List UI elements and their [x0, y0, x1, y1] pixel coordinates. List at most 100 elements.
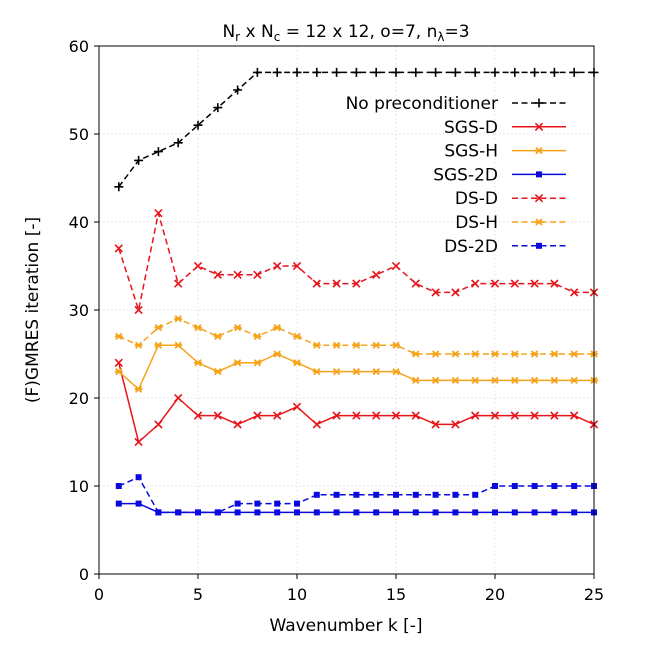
- data-point: [551, 509, 558, 516]
- data-point: [153, 147, 163, 157]
- data-point: [451, 376, 460, 385]
- legend-entry: No preconditioner: [346, 94, 566, 114]
- x-tick-label: 0: [94, 585, 104, 604]
- data-point: [213, 103, 223, 113]
- data-point: [392, 367, 400, 376]
- data-point: [134, 385, 143, 393]
- data-point: [351, 67, 361, 77]
- data-point: [134, 437, 143, 447]
- data-point: [332, 67, 342, 77]
- data-point: [292, 261, 302, 271]
- data-point: [114, 244, 123, 253]
- data-point: [411, 67, 421, 77]
- data-point: [571, 483, 578, 489]
- series-sgs-d: [114, 358, 599, 447]
- data-point: [273, 323, 282, 332]
- data-point: [451, 288, 460, 297]
- data-point: [213, 332, 222, 341]
- data-point: [511, 509, 518, 516]
- data-point: [393, 491, 399, 498]
- data-point: [175, 509, 182, 516]
- data-point: [114, 332, 123, 341]
- y-tick-label: 60: [69, 37, 89, 56]
- data-point: [272, 67, 282, 77]
- data-point: [530, 350, 539, 358]
- legend-entry: DS-D: [455, 189, 566, 209]
- data-point: [332, 411, 341, 420]
- data-point: [274, 509, 281, 516]
- chart-title: Nr x Nc = 12 x 12, o=7, nλ=3: [222, 22, 469, 44]
- data-point: [372, 367, 381, 376]
- data-point: [431, 350, 440, 358]
- data-point: [193, 120, 203, 130]
- data-point: [511, 483, 518, 489]
- data-point: [431, 288, 440, 297]
- data-point: [193, 261, 203, 271]
- data-point: [213, 367, 222, 376]
- y-tick-label: 40: [69, 213, 89, 232]
- data-point: [432, 491, 439, 498]
- data-point: [195, 509, 201, 516]
- data-point: [312, 341, 321, 349]
- data-point: [333, 509, 340, 516]
- data-point: [551, 483, 558, 489]
- data-point: [530, 411, 539, 420]
- data-point: [452, 509, 459, 516]
- data-point: [373, 509, 380, 516]
- data-point: [491, 376, 499, 385]
- data-point: [292, 67, 302, 77]
- data-point: [114, 367, 123, 376]
- data-point: [510, 67, 520, 77]
- data-point: [530, 376, 539, 385]
- data-point: [154, 341, 163, 349]
- data-point: [411, 411, 420, 420]
- data-point: [471, 279, 480, 288]
- legend-marker: [535, 146, 543, 155]
- data-point: [531, 483, 538, 489]
- legend-marker: [534, 122, 544, 131]
- data-point: [411, 350, 420, 358]
- legend-entry: SGS-2D: [433, 165, 566, 185]
- data-point: [570, 411, 579, 420]
- y-axis-label: (F)GMRES iteration [-]: [23, 217, 43, 403]
- data-point: [550, 279, 559, 288]
- data-point: [490, 411, 500, 420]
- y-tick-label: 0: [79, 565, 89, 584]
- series-no-preconditioner: [114, 67, 599, 192]
- data-point: [372, 411, 381, 420]
- data-point: [233, 270, 242, 279]
- data-point: [431, 420, 440, 429]
- data-point: [471, 376, 480, 385]
- data-point: [510, 411, 519, 420]
- data-point: [452, 491, 459, 498]
- data-point: [173, 138, 183, 148]
- data-point: [431, 67, 441, 77]
- data-point: [312, 367, 321, 376]
- legend-entry: SGS-D: [444, 118, 566, 138]
- legend-marker: [534, 194, 544, 203]
- legend-label: No preconditioner: [346, 94, 498, 114]
- data-point: [530, 279, 539, 288]
- data-point: [570, 350, 579, 358]
- data-point: [293, 359, 301, 367]
- data-point: [391, 411, 401, 420]
- data-point: [115, 500, 122, 507]
- series-layer: [114, 67, 599, 516]
- data-point: [234, 500, 241, 507]
- data-point: [254, 509, 261, 516]
- legend-entry: DS-2D: [444, 237, 566, 257]
- data-point: [412, 491, 419, 498]
- data-point: [253, 359, 262, 367]
- data-point: [332, 279, 341, 288]
- data-point: [549, 67, 559, 77]
- y-tick-label: 50: [69, 125, 89, 144]
- data-point: [214, 509, 221, 516]
- data-point: [332, 341, 341, 349]
- legend-entry: SGS-H: [444, 142, 566, 162]
- data-point: [312, 279, 321, 288]
- data-point: [134, 305, 143, 315]
- data-point: [233, 85, 243, 95]
- data-point: [352, 341, 361, 349]
- data-point: [135, 500, 142, 507]
- data-point: [550, 350, 559, 358]
